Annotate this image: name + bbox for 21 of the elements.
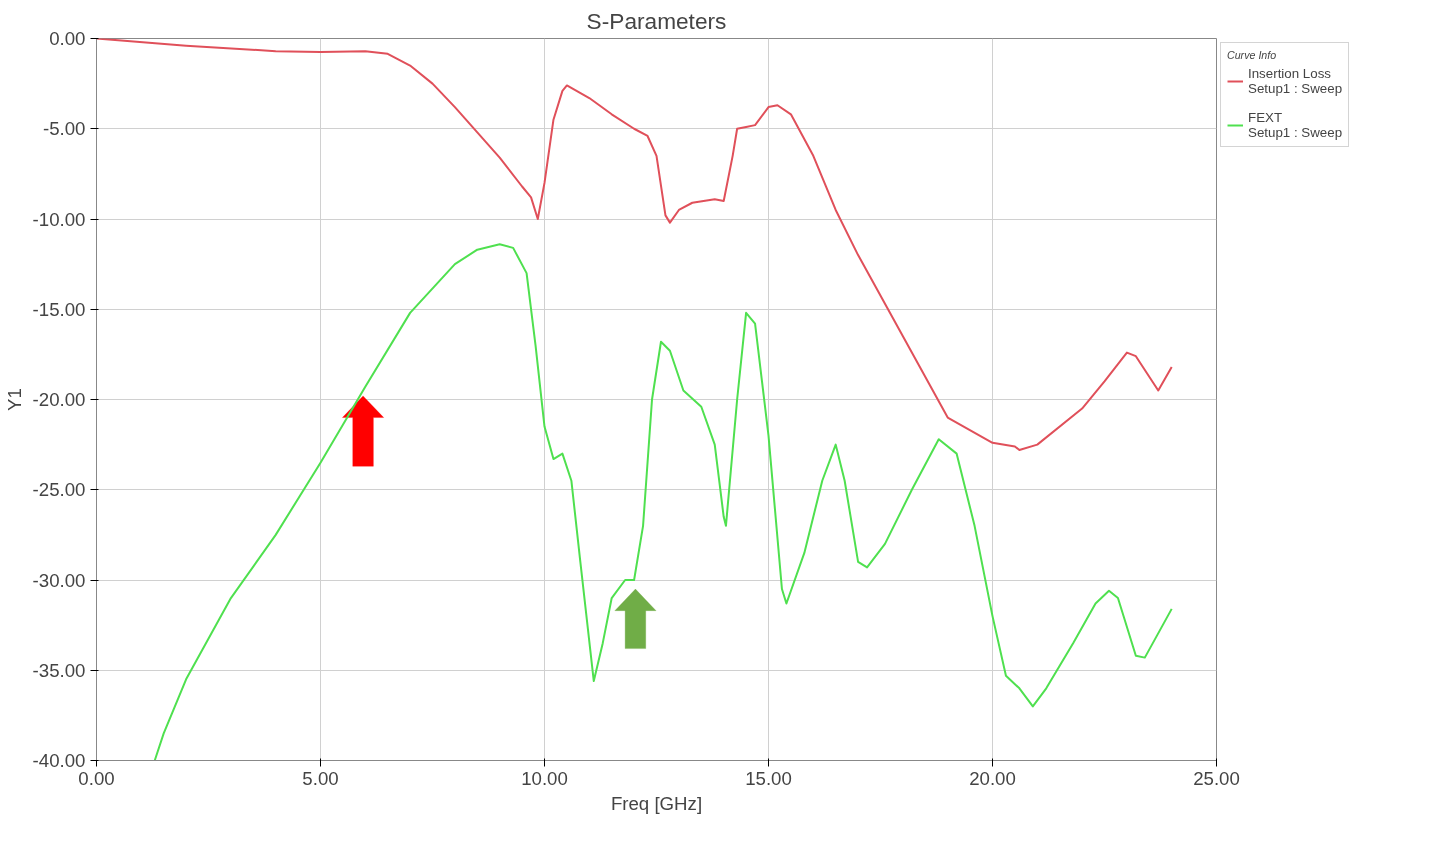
- y-tick-label: -15.00: [32, 298, 86, 320]
- x-tick-label: 20.00: [969, 767, 1016, 789]
- y-tick-label: 0.00: [49, 28, 86, 49]
- line-series: [153, 243, 1173, 761]
- line-series: [96, 38, 1173, 452]
- x-tick-label: 10.00: [521, 767, 568, 789]
- chart-title: S-Parameters: [586, 7, 727, 34]
- x-tick-label: 25.00: [1193, 767, 1240, 789]
- x-tick-label: 15.00: [745, 767, 792, 789]
- y-tick-label: -5.00: [42, 118, 86, 140]
- legend-label: Insertion Loss Setup1 : Sweep: [1248, 66, 1343, 96]
- y-tick-label: -35.00: [32, 659, 86, 681]
- y-axis-title: Y1: [3, 388, 25, 411]
- y-tick-label: -25.00: [32, 479, 86, 501]
- y-tick-label: -30.00: [32, 569, 86, 591]
- x-tick-label: 5.00: [302, 767, 339, 789]
- legend-label: FEXT Setup1 : Sweep: [1248, 110, 1343, 140]
- y-tick-label: -10.00: [32, 208, 86, 230]
- y-tick-label: -20.00: [32, 389, 86, 410]
- legend-title: Curve Info: [1227, 49, 1278, 61]
- x-axis-title: Freq [GHz]: [610, 792, 703, 814]
